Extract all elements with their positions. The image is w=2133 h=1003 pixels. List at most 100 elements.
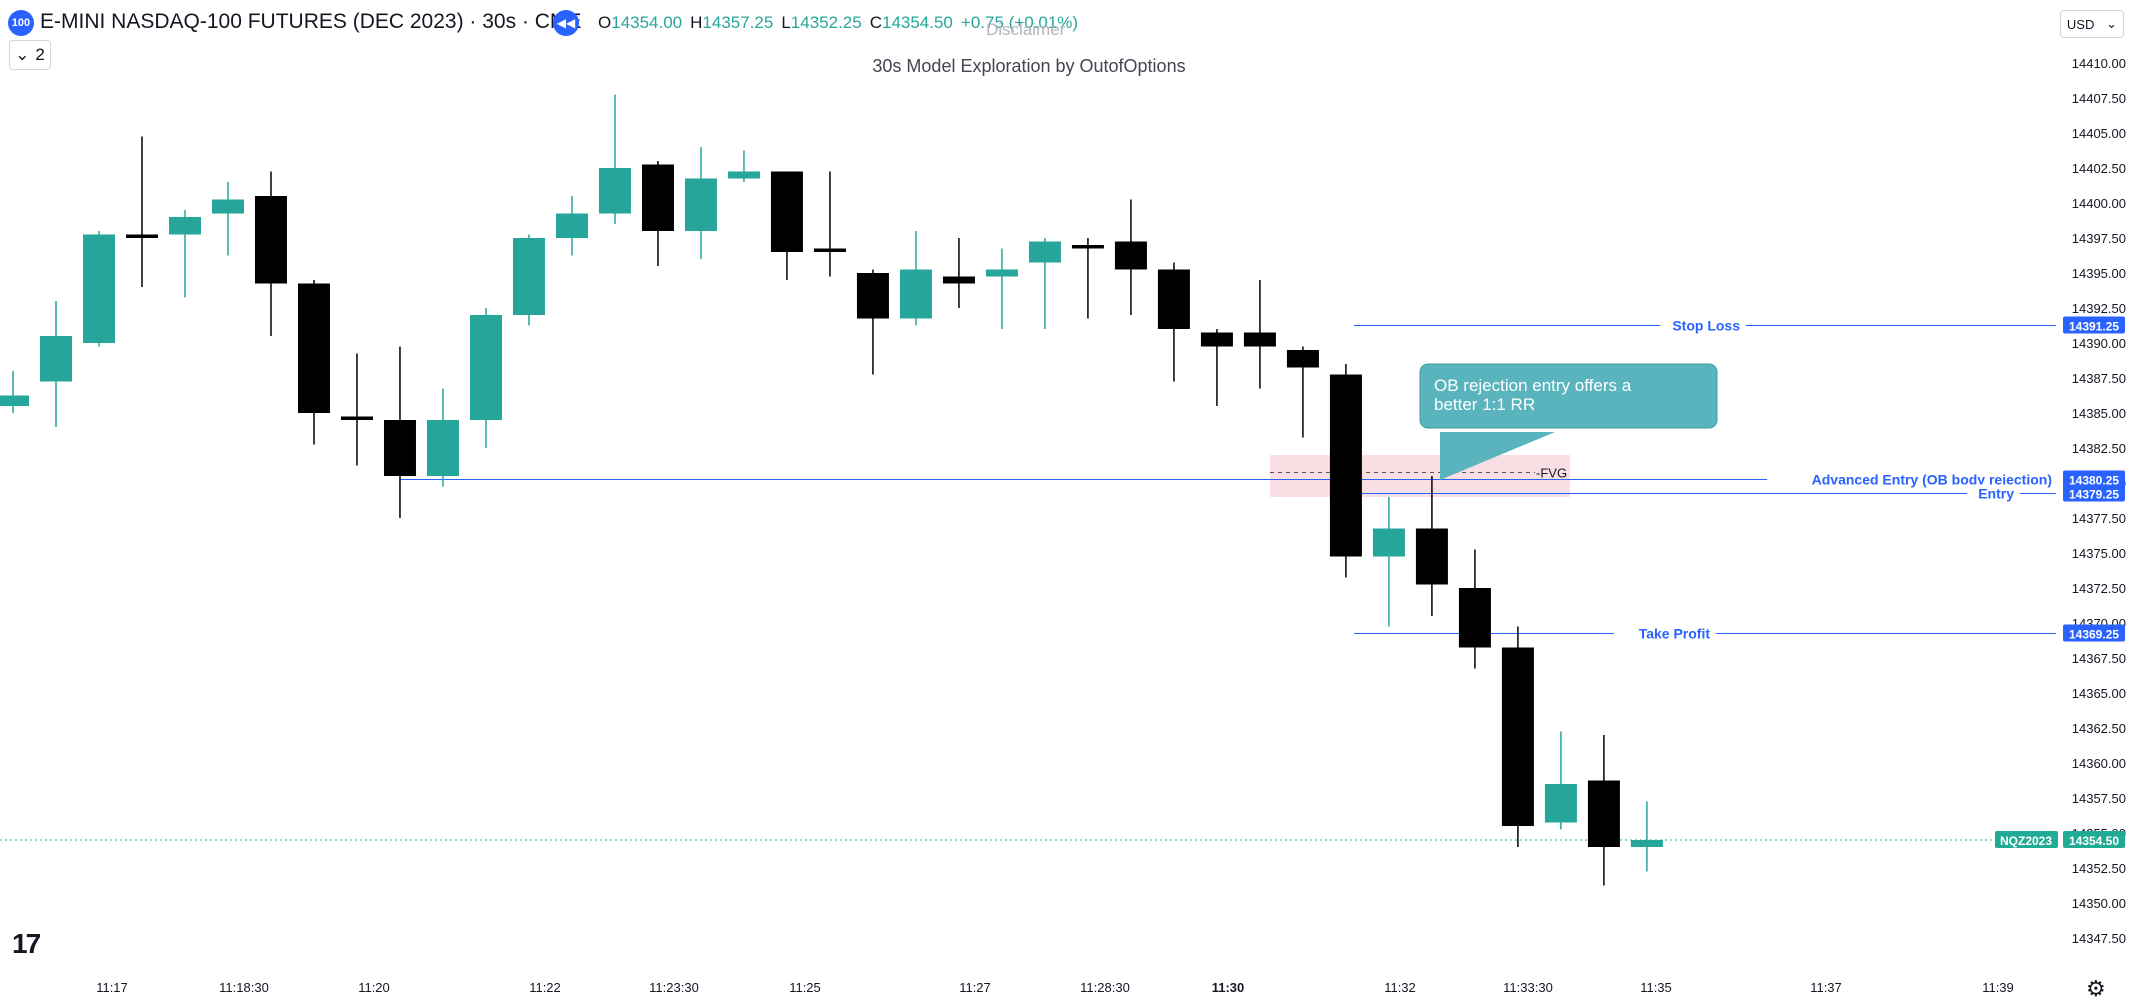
candle-body [727, 171, 760, 179]
currency-selector[interactable]: USD ⌄ [2060, 10, 2124, 38]
candle-body [168, 217, 201, 235]
candle-body [1458, 588, 1491, 648]
candle-body [641, 164, 674, 231]
candle [1286, 346, 1319, 438]
level-price-badge [2063, 470, 2125, 488]
candle-body [985, 269, 1018, 277]
time-tick-label: 11:35 [1640, 980, 1672, 995]
level-label-bg [1613, 624, 1716, 643]
candle-body [1544, 784, 1577, 823]
level-price-label: 14391.25 [2069, 320, 2119, 334]
level-entry: Entry 14379.25 [1354, 484, 2125, 503]
chart-header: 100 E-MINI NASDAQ-100 FUTURES (DEC 2023)… [0, 0, 2040, 46]
price-tick-label: 14357.50 [2072, 791, 2126, 806]
candle-body [39, 336, 72, 382]
candle [1501, 626, 1534, 847]
symbol-title[interactable]: E-MINI NASDAQ-100 FUTURES (DEC 2023) · 3… [40, 10, 582, 33]
candle [340, 353, 373, 466]
fvg-zone [1270, 455, 1570, 497]
time-tick-label: 11:25 [789, 980, 821, 995]
candles [0, 94, 1663, 886]
price-tick-label: 14407.50 [2072, 91, 2126, 106]
candle-body [254, 196, 287, 284]
symbol-badge [1995, 831, 2058, 848]
price-tick-label: 14385.00 [2072, 406, 2126, 421]
candle-body [1587, 780, 1620, 847]
candle-body [383, 420, 416, 476]
candle [469, 308, 502, 448]
time-tick-label: 11:33:30 [1503, 980, 1553, 995]
price-tick-label: 14365.00 [2072, 686, 2126, 701]
level-price-label: 14380.25 [2069, 474, 2119, 488]
candle [1114, 199, 1147, 315]
price-tick-label: 14350.00 [2072, 896, 2126, 911]
candle [82, 231, 115, 347]
candle-body [1157, 269, 1190, 329]
time-axis: 11:17 11:18:30 11:20 11:22 11:23:30 11:25 11:2… [96, 980, 2014, 995]
candle-body [1028, 241, 1061, 263]
candle-body [684, 178, 717, 231]
candle-body [469, 315, 502, 420]
time-tick-label: 11:39 [1982, 980, 2014, 995]
candle-body [1243, 332, 1276, 347]
ohlc-values: O14354.00 H14357.25 L14352.25 C14354.50 +0.7… [598, 13, 1086, 33]
price-tick-label: 14382.50 [2072, 441, 2126, 456]
gear-icon[interactable]: ⚙ [2086, 976, 2106, 1001]
candle-body [1200, 332, 1233, 347]
candle-body [1114, 241, 1147, 270]
close-value: 14354.50 [881, 13, 953, 32]
price-tick-label: 14347.50 [2072, 931, 2126, 946]
time-tick-label: 11:27 [959, 980, 991, 995]
time-tick-label: 11:23:30 [649, 980, 699, 995]
candle-body [1329, 374, 1362, 557]
candle [727, 150, 760, 182]
candle [1243, 280, 1276, 389]
level-label: Advanced Entry (OB body rejection) [1812, 472, 2052, 488]
level-label-bg [1967, 484, 2020, 503]
candle [598, 94, 631, 224]
price-tick-label: 14352.50 [2072, 861, 2126, 876]
time-tick-label: 11:18:30 [219, 980, 269, 995]
candle [985, 248, 1018, 329]
indicator-collapse-button[interactable]: ⌄ 2 [9, 40, 51, 70]
disclaimer-link[interactable]: Disclaimer [986, 20, 1066, 39]
symbol-logo[interactable]: 100 [8, 10, 34, 36]
level-price-label: 14369.25 [2069, 628, 2119, 642]
price-tick-label: 14367.50 [2072, 651, 2126, 666]
callout-text: OB rejection entry offers a [1434, 376, 1632, 395]
candle-body [125, 234, 158, 238]
tradingview-logo-icon[interactable]: 17 [12, 928, 41, 959]
chart-subtitle: 30s Model Exploration by OutofOptions [872, 56, 1186, 76]
price-tick-label: 14362.50 [2072, 721, 2126, 736]
price-tick-label: 14387.50 [2072, 371, 2126, 386]
price-tick-label: 14397.50 [2072, 231, 2126, 246]
level-label: Entry [1978, 486, 2014, 502]
price-tick-label: 14375.00 [2072, 546, 2126, 561]
price-tick-label: 14360.00 [2072, 756, 2126, 771]
candle [770, 171, 803, 280]
currency-label: USD [2066, 16, 2095, 32]
replay-rewind-icon[interactable]: ◀◀ [553, 10, 579, 36]
candle-body [512, 238, 545, 315]
candle [383, 346, 416, 518]
candle [1372, 497, 1405, 627]
price-tick-label: 14402.50 [2072, 161, 2126, 176]
candle [512, 234, 545, 326]
candle-body [899, 269, 932, 319]
time-tick-label: 11:17 [96, 980, 128, 995]
candle-body [82, 234, 115, 343]
price-tick-label: 14405.00 [2072, 126, 2126, 141]
price-tick-label: 14400.00 [2072, 196, 2126, 211]
candle-body [856, 273, 889, 319]
candle [1200, 329, 1233, 406]
candle [426, 388, 459, 487]
fvg-label: -FVG [1536, 466, 1567, 481]
candle-body [813, 248, 846, 252]
candle-body [1286, 350, 1319, 368]
candle-body [598, 168, 631, 214]
low-label: L [781, 13, 791, 32]
candle [254, 171, 287, 336]
candle [1329, 364, 1362, 578]
candle-body [297, 283, 330, 413]
